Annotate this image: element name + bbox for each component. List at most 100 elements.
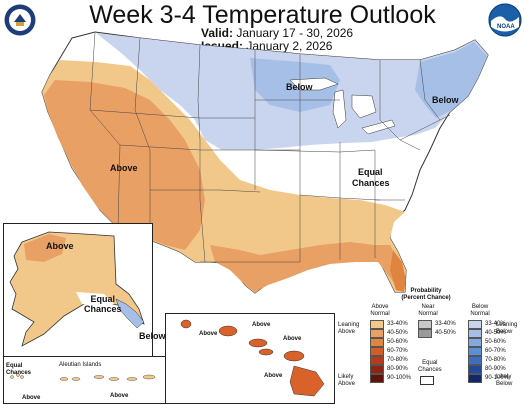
hawaii-above-label-3: Above bbox=[283, 336, 302, 342]
legend-below-range-label: 33-40% bbox=[485, 321, 506, 327]
legend-above-swatch bbox=[370, 338, 384, 347]
legend-above-range-label: 70-80% bbox=[387, 357, 408, 363]
legend-near-range-label: 40-50% bbox=[435, 330, 456, 336]
alaska-white bbox=[76, 292, 114, 306]
legend-below-range-label: 70-80% bbox=[485, 357, 506, 363]
legend-above-swatch bbox=[370, 365, 384, 374]
legend-above-row: 90-100% bbox=[370, 374, 411, 383]
lake-superior bbox=[289, 77, 339, 91]
noaa-logo-icon: NOAA bbox=[488, 3, 522, 37]
legend-above-swatch bbox=[370, 374, 384, 383]
aleutian-equal-label: Equal Chances bbox=[6, 363, 32, 376]
legend-title: Probability (Percent Chance) bbox=[401, 288, 451, 301]
legend-equal-swatch bbox=[420, 376, 434, 385]
legend-near-row: 40-50% bbox=[418, 329, 456, 338]
conus-below-east-label: Below bbox=[432, 95, 460, 105]
legend-above-range-label: 80-90% bbox=[387, 366, 408, 372]
legend-above-swatch bbox=[370, 347, 384, 356]
legend-below-swatch bbox=[468, 347, 482, 356]
page-title: Week 3-4 Temperature Outlook bbox=[89, 1, 436, 29]
legend-below-row: 50-60% bbox=[468, 338, 509, 347]
legend: Probability (Percent Chance) Above Norma… bbox=[334, 288, 524, 404]
lake-huron bbox=[351, 94, 377, 119]
alaska-above-label: Above bbox=[46, 241, 74, 251]
legend-below-range-label: 50-60% bbox=[485, 339, 506, 345]
conus-equal-label-2: Chances bbox=[352, 178, 390, 188]
hawaii-islands bbox=[180, 319, 325, 397]
valid-dates: January 17 - 30, 2026 bbox=[236, 26, 354, 40]
legend-below-swatch bbox=[468, 338, 482, 347]
legend-above-range-label: 60-70% bbox=[387, 348, 408, 354]
legend-below-row: 40-50% bbox=[468, 329, 509, 338]
alaska-above-core bbox=[24, 234, 66, 262]
legend-near-swatch bbox=[418, 329, 432, 338]
legend-above-row: 50-60% bbox=[370, 338, 411, 347]
conus-above-label: Above bbox=[110, 163, 138, 173]
hawaii-above-label-1: Above bbox=[199, 331, 218, 337]
legend-above-swatch bbox=[370, 320, 384, 329]
commerce-seal-icon bbox=[4, 4, 36, 36]
legend-below-row: 80-90% bbox=[468, 365, 509, 374]
legend-above-row: 40-50% bbox=[370, 329, 411, 338]
legend-above-row: 60-70% bbox=[370, 347, 411, 356]
legend-below-header: Below Normal bbox=[470, 304, 490, 317]
legend-above-range-label: 50-60% bbox=[387, 339, 408, 345]
legend-below-swatch bbox=[468, 320, 482, 329]
hawaii-above-label-4: Above bbox=[264, 373, 283, 379]
legend-below-swatch bbox=[468, 365, 482, 374]
legend-above-range-label: 90-100% bbox=[387, 375, 412, 381]
legend-equal-chances: Equal Chances bbox=[418, 360, 442, 373]
state-borders bbox=[89, 32, 451, 263]
legend-below-range-label: 60-70% bbox=[485, 348, 506, 354]
legend-leaning-below: Leaning Below bbox=[496, 322, 518, 335]
aleutian-islands-shapes bbox=[10, 373, 156, 381]
legend-above-swatch bbox=[370, 356, 384, 365]
legend-above-range-label: 33-40% bbox=[387, 321, 408, 327]
legend-leaning-above: Leaning Above bbox=[338, 322, 360, 335]
alaska-inset: Above Equal Chances Below bbox=[3, 223, 166, 357]
legend-below-row: 33-40% bbox=[468, 320, 509, 329]
lake-michigan bbox=[332, 89, 347, 129]
legend-near-range-label: 33-40% bbox=[435, 321, 456, 327]
legend-above-row: 80-90% bbox=[370, 365, 411, 374]
legend-below-range-label: 80-90% bbox=[485, 366, 506, 372]
legend-near-header: Near Normal bbox=[418, 304, 438, 317]
hawaii-inset: Above Above Above Above bbox=[165, 313, 335, 404]
hawaii-above-label-2: Above bbox=[252, 322, 271, 328]
legend-below-row: 60-70% bbox=[468, 347, 509, 356]
legend-above-row: 33-40% bbox=[370, 320, 411, 329]
legend-below-column: 33-40% 40-50% 50-60% 60-70% 70-80% 80-90% 90-1… bbox=[468, 320, 509, 383]
legend-above-column: 33-40% 40-50% 50-60% 60-70% 70-80% 80-90% 90-1… bbox=[370, 320, 411, 383]
legend-near-row: 33-40% bbox=[418, 320, 456, 329]
above-region-florida bbox=[390, 250, 406, 292]
alaska-equal-label: Equal Chances bbox=[84, 294, 122, 314]
legend-above-swatch bbox=[370, 329, 384, 338]
legend-below-range-label: 40-50% bbox=[485, 330, 506, 336]
valid-label: Valid: bbox=[201, 26, 234, 40]
valid-line: Valid: January 17 - 30, 2026 bbox=[201, 26, 353, 40]
legend-below-row: 90-100% bbox=[468, 374, 509, 383]
legend-above-row: 70-80% bbox=[370, 356, 411, 365]
alaska-below-label: Below bbox=[139, 331, 166, 341]
above-region-likely bbox=[44, 80, 205, 250]
legend-near-swatch bbox=[418, 320, 432, 329]
below-region-medium-east bbox=[415, 42, 487, 118]
legend-below-range-label: 90-100% bbox=[485, 375, 510, 381]
issued-date: January 2, 2026 bbox=[246, 39, 333, 53]
conus-below-north-label: Below bbox=[286, 82, 314, 92]
aleutian-above-label-2: Above bbox=[110, 393, 129, 399]
legend-below-swatch bbox=[468, 329, 482, 338]
alaska-panhandle-below bbox=[115, 298, 145, 329]
legend-below-swatch bbox=[468, 356, 482, 365]
conus-equal-label-1: Equal bbox=[358, 167, 383, 177]
legend-below-swatch bbox=[468, 374, 482, 383]
above-region-gulf bbox=[210, 242, 404, 292]
legend-near-column: 33-40% 40-50% bbox=[418, 320, 456, 338]
legend-above-range-label: 40-50% bbox=[387, 330, 408, 336]
aleutian-inset: Aleutian Islands Equal Chances Above Abo… bbox=[3, 356, 167, 404]
legend-likely-below: Likely Below bbox=[496, 374, 513, 387]
lake-erie bbox=[361, 119, 396, 135]
legend-below-row: 70-80% bbox=[468, 356, 509, 365]
aleutian-above-label-1: Above bbox=[22, 395, 41, 401]
